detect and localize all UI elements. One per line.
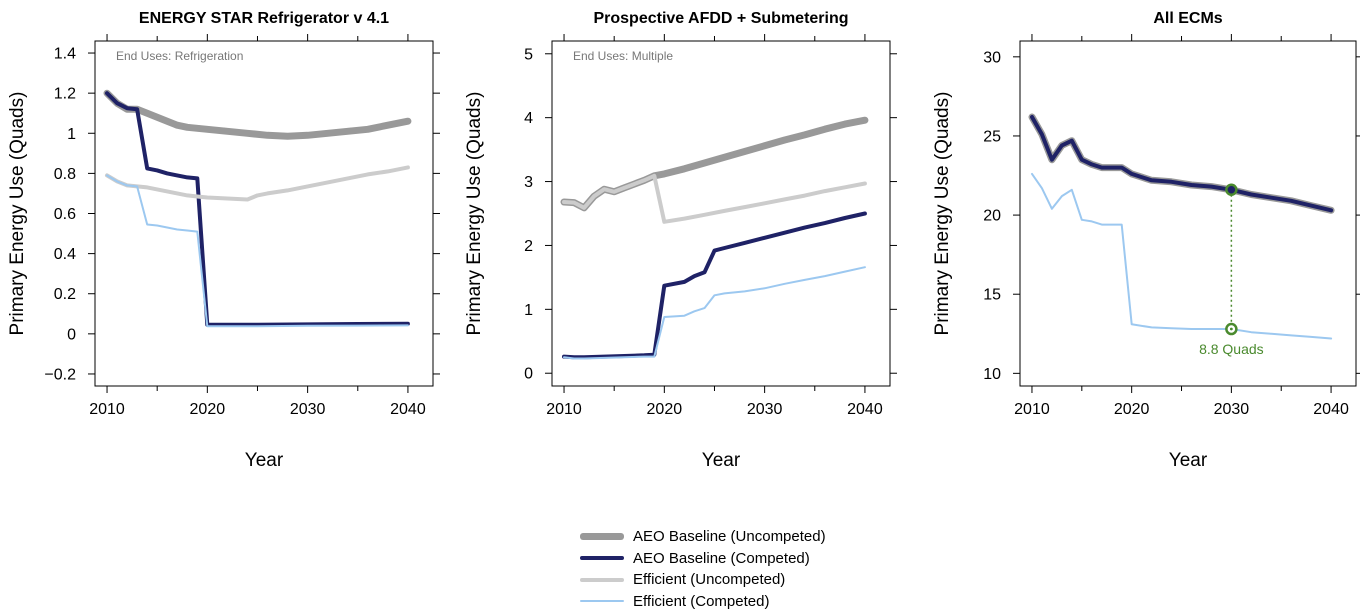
- end-uses-annotation: End Uses: Multiple: [573, 49, 673, 63]
- x-tick-label: 2010: [546, 401, 582, 418]
- y-tick-label: 0.6: [54, 206, 76, 223]
- series-line-aeo-baseline-competed: [562, 211, 867, 360]
- legend-item: AEO Baseline (Competed): [580, 548, 910, 570]
- series-line-efficient-competed: [563, 266, 866, 360]
- series-line-efficient-uncompeted: [562, 173, 867, 224]
- series-line-efficient-competed: [106, 174, 409, 328]
- efficient-marker-dot: [1229, 327, 1233, 331]
- y-tick-label: 1: [524, 302, 533, 319]
- y-tick-label: −0.2: [44, 366, 76, 383]
- series-line-efficient-uncompeted: [105, 165, 410, 202]
- x-axis-label: Year: [1169, 450, 1208, 471]
- y-tick-label: 4: [524, 110, 533, 127]
- series-line-aeo-baseline-competed: [105, 91, 410, 327]
- series-line-aeo-baseline-competed: [1030, 115, 1334, 213]
- legend-swatch: [580, 577, 624, 582]
- series-line-aeo-baseline-uncompeted: [103, 89, 412, 140]
- legend-item: Efficient (Uncompeted): [580, 569, 910, 591]
- y-tick-label: 0.4: [54, 246, 76, 263]
- y-tick-label: 25: [983, 128, 1001, 145]
- x-axis-label: Year: [702, 450, 741, 471]
- y-tick-label: 0.8: [54, 166, 76, 183]
- y-tick-label: 0.2: [54, 286, 76, 303]
- x-tick-label: 2010: [1014, 401, 1050, 418]
- legend-label: Efficient (Uncompeted): [633, 571, 786, 589]
- x-tick-label: 2020: [1114, 401, 1150, 418]
- y-tick-label: 5: [524, 46, 533, 63]
- plot-frame: [1019, 40, 1357, 387]
- x-tick-label: 2040: [847, 401, 883, 418]
- legend-label: AEO Baseline (Uncompeted): [633, 528, 826, 546]
- chart-title: Prospective AFDD + Submetering: [593, 10, 848, 27]
- y-tick-label: 3: [524, 174, 533, 191]
- chart-title: ENERGY STAR Refrigerator v 4.1: [139, 10, 389, 27]
- y-tick-label: 0: [524, 366, 533, 383]
- legend-label: AEO Baseline (Competed): [633, 549, 810, 567]
- series-line-aeo-baseline-uncompeted: [560, 116, 869, 212]
- x-tick-label: 2030: [747, 401, 783, 418]
- legend: AEO Baseline (Uncompeted) AEO Baseline (…: [580, 526, 910, 612]
- legend-item: Efficient (Competed): [580, 591, 910, 613]
- y-axis-label: Primary Energy Use (Quads): [7, 92, 28, 336]
- series-line-aeo-baseline-uncompeted: [1028, 113, 1335, 214]
- chart-title: All ECMs: [1153, 10, 1222, 27]
- x-tick-label: 2030: [290, 401, 326, 418]
- baseline-marker: [1225, 183, 1238, 197]
- plot-frame: [94, 40, 434, 387]
- y-tick-label: 1.2: [54, 86, 76, 103]
- y-axis-label: Primary Energy Use (Quads): [932, 92, 953, 336]
- y-tick-label: 0: [67, 326, 76, 343]
- y-tick-label: 1.4: [54, 46, 76, 63]
- y-axis-label: Primary Energy Use (Quads): [464, 92, 485, 336]
- y-tick-label: 10: [983, 366, 1001, 383]
- legend-label: Efficient (Competed): [633, 592, 770, 610]
- plot-frame: [551, 40, 891, 387]
- x-tick-label: 2040: [390, 401, 426, 418]
- x-axis-label: Year: [245, 450, 284, 471]
- legend-swatch: [580, 533, 624, 541]
- chart-panel-1: 2010 2020 2030 2040 −0.2 0 0.2 0.4 0.6 0.8 1 1.2 1.4…: [7, 10, 440, 471]
- y-tick-label: 30: [983, 49, 1001, 66]
- chart-panel-3: 2010 2020 2030 2040 10 15 20 25 30 All ECMs Year Pr…: [932, 10, 1360, 471]
- y-tick-label: 20: [983, 208, 1001, 225]
- end-uses-annotation: End Uses: Refrigeration: [116, 49, 243, 63]
- legend-item: AEO Baseline (Uncompeted): [580, 526, 910, 548]
- chart-panel-2: 2010 2020 2030 2040 0 1 2 3 4 5 Prospective AFDD +…: [464, 10, 897, 471]
- x-tick-label: 2030: [1214, 401, 1250, 418]
- x-tick-label: 2020: [190, 401, 226, 418]
- x-tick-label: 2040: [1313, 401, 1349, 418]
- y-tick-label: 1: [67, 126, 76, 143]
- series-line-efficient-competed: [1031, 172, 1333, 340]
- legend-swatch: [580, 600, 624, 603]
- y-tick-label: 15: [983, 287, 1001, 304]
- x-tick-label: 2010: [89, 401, 125, 418]
- legend-swatch: [580, 556, 624, 561]
- savings-label: 8.8 Quads: [1199, 341, 1264, 357]
- x-tick-label: 2020: [647, 401, 683, 418]
- y-tick-label: 2: [524, 238, 533, 255]
